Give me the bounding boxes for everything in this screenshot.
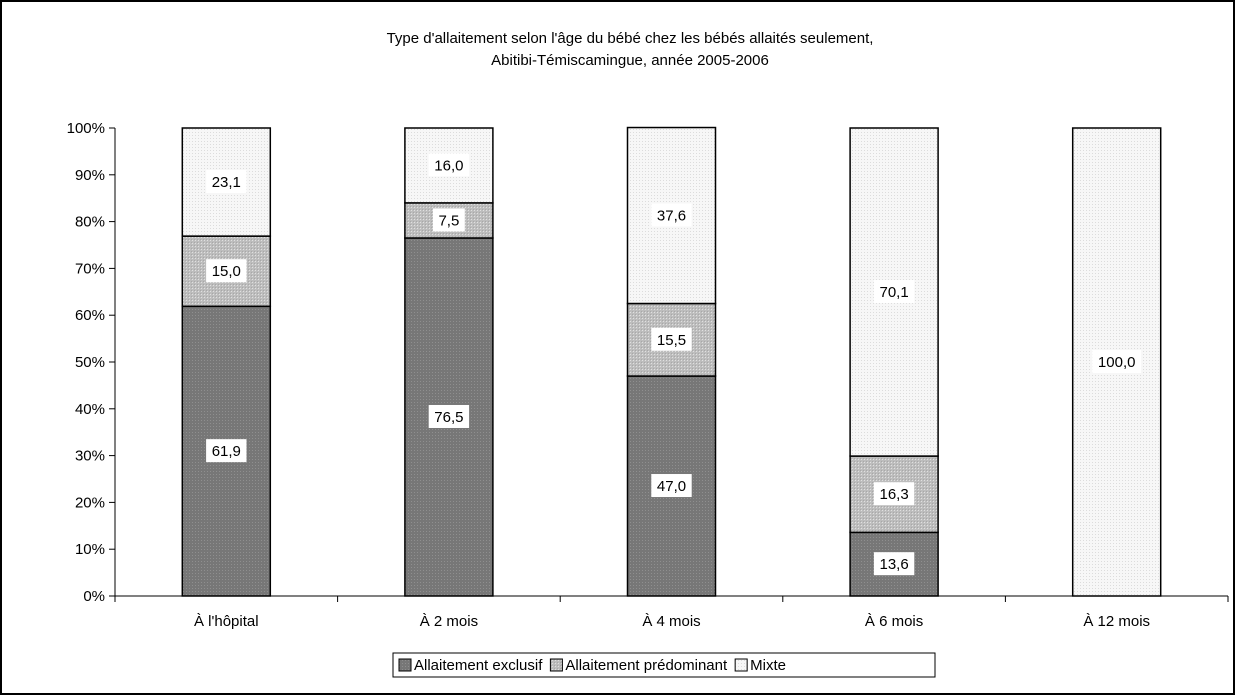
data-label-bg — [873, 482, 915, 506]
data-label-bg — [206, 170, 247, 194]
data-label: 15,5 — [657, 332, 686, 349]
data-label-bg — [428, 404, 470, 428]
data-label-bg — [1092, 350, 1142, 373]
x-tick-label: À 6 mois — [865, 613, 923, 630]
data-label-bg — [873, 552, 915, 576]
x-tick-label: À 12 mois — [1083, 613, 1150, 630]
legend-label: Allaitement exclusif — [414, 657, 543, 674]
legend-swatch — [398, 658, 412, 672]
legend-label: Mixte — [750, 657, 786, 674]
bar-segment — [849, 127, 939, 457]
y-tick-label: 60% — [75, 307, 105, 324]
y-tick-label: 10% — [75, 541, 105, 558]
data-label: 37,6 — [657, 208, 686, 225]
data-label: 23,1 — [212, 174, 241, 191]
legend: Allaitement exclusif Allaitement prédomin… — [392, 652, 936, 678]
x-tick-label: À l'hôpital — [194, 613, 259, 630]
y-tick-label: 100% — [67, 120, 105, 137]
y-tick-label: 40% — [75, 401, 105, 418]
data-label-bg — [651, 474, 692, 498]
x-tick-label: À 4 mois — [642, 613, 700, 630]
chart-title: Type d'allaitement selon l'âge du bébé c… — [387, 30, 874, 47]
data-label: 70,1 — [879, 284, 908, 301]
y-tick-label: 70% — [75, 260, 105, 277]
data-label: 16,0 — [434, 157, 463, 174]
data-label: 16,3 — [879, 486, 908, 503]
y-tick-label: 80% — [75, 214, 105, 231]
data-label: 15,0 — [212, 263, 241, 280]
data-label: 76,5 — [434, 409, 463, 426]
y-axis: 0% 10% 20% 30% 40% 50% 60% 70% 80% 90% 100% — [67, 120, 116, 605]
data-label: 13,6 — [879, 556, 908, 573]
legend-swatch — [549, 658, 563, 672]
data-label: 7,5 — [438, 212, 459, 229]
y-tick-label: 50% — [75, 354, 105, 371]
data-label-bg — [651, 327, 692, 351]
data-label-bg — [206, 259, 247, 283]
data-label-bg — [651, 203, 692, 227]
y-tick-label: 20% — [75, 494, 105, 511]
legend-swatch — [734, 658, 748, 672]
data-label-bg — [873, 280, 915, 304]
x-axis: À l'hôpital À 2 mois À 4 mois À 6 mois À 12 … — [114, 595, 1229, 630]
x-tick-label: À 2 mois — [420, 613, 478, 630]
legend-box — [392, 652, 936, 678]
data-label: 47,0 — [657, 478, 686, 495]
y-tick-label: 0% — [83, 588, 105, 605]
data-label-bg — [428, 153, 470, 177]
y-tick-label: 90% — [75, 167, 105, 184]
data-label-bg — [206, 439, 247, 463]
data-label-bg — [433, 208, 465, 232]
plot-area: 61,9 15,0 23,1 76,5 7,5 16,0 47,0 15,5 37,6 13,6 1… — [181, 126, 1162, 597]
y-tick-label: 30% — [75, 448, 105, 465]
legend-label: Allaitement prédominant — [565, 657, 728, 674]
bar-segment — [849, 531, 939, 597]
chart-subtitle: Abitibi-Témiscamingue, année 2005-2006 — [491, 52, 769, 69]
data-label: 61,9 — [212, 443, 241, 460]
data-label: 100,0 — [1098, 354, 1136, 371]
